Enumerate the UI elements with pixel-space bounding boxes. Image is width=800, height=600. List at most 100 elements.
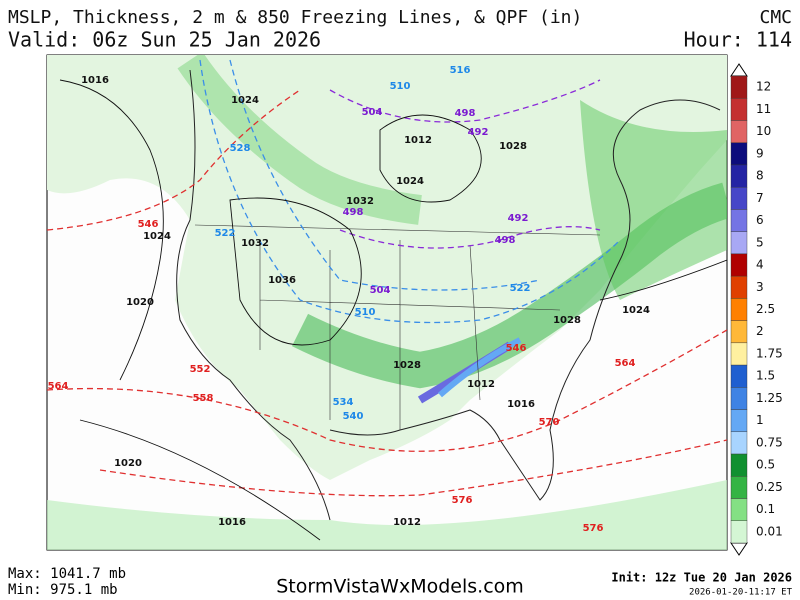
contour-label: 522 [510,283,531,294]
contour-label: 534 [333,397,354,408]
valid-time: Valid: 06z Sun 25 Jan 2026 [8,28,321,52]
colorbar-label: 0.5 [756,458,775,472]
thickness-line [47,89,301,231]
thickness-line [199,59,621,324]
contour-label: 576 [583,523,604,534]
contour-label: 1024 [231,95,259,106]
contour-label: 516 [450,65,471,76]
min-pressure: Min: 975.1 mb [8,582,118,598]
contour-label: 1012 [393,517,421,528]
contour-label: 1032 [241,238,269,249]
colorbar-label: 7 [756,191,764,205]
borders [194,224,601,430]
contour-label: 1012 [404,135,432,146]
isobar [379,114,482,203]
colorbar-label: 2 [756,324,764,338]
contour-label: 1024 [622,305,650,316]
colorbar-label: 11 [756,102,771,116]
contour-label: 522 [215,228,236,239]
contour-label: 576 [452,495,473,506]
colorbar-label: 1.25 [756,391,783,405]
contour-label: 492 [468,127,489,138]
colorbar-swatch [730,320,748,344]
contour-label: 504 [362,107,383,118]
colorbar-swatch [730,476,748,499]
colorbar-swatch [730,298,748,321]
colorbar-swatch [730,142,748,166]
title: MSLP, Thickness, 2 m & 850 Freezing Line… [8,7,582,28]
colorbar-label: 0.1 [756,502,775,516]
colorbar-swatch [730,520,748,544]
colorbar-swatch [730,186,748,210]
colorbar-label: 1 [756,413,764,427]
colorbar-swatch [730,164,748,188]
colorbar-swatch [730,120,748,143]
precip-band [177,55,422,225]
colorbar-swatch [730,431,748,455]
contour-label: 498 [455,108,476,119]
colorbar-label: 0.75 [756,435,783,449]
colorbar-label: 0.25 [756,480,783,494]
contour-label: 1028 [553,315,581,326]
contour-label: 1012 [467,379,495,390]
colorbar-label: 4 [756,258,764,272]
contour-label: 1036 [268,275,296,286]
colorbar-swatch [730,409,748,433]
precip-area [47,55,727,480]
colorbar-label: 5 [756,235,764,249]
colorbar-swatch [730,364,748,388]
forecast-hour: Hour: 114 [684,28,792,52]
colorbar-swatch [730,453,748,477]
colorbar-swatch [730,275,748,299]
timestamp: 2026-01-20-11:17 ET [689,588,793,598]
colorbar-swatch [730,253,748,277]
colorbar-label: 2.5 [756,302,775,316]
colorbar-label: 9 [756,146,764,160]
colorbar-label: 8 [756,169,764,183]
contour-label: 1028 [393,360,421,371]
colorbar-label: 0.01 [756,524,783,538]
contour-label: 1028 [499,141,527,152]
contour-label: 1020 [114,458,142,469]
contour-label: 528 [230,143,251,154]
contour-label: 510 [355,307,376,318]
contour-label: 1032 [346,196,374,207]
coastline [176,69,721,521]
colorbar-arrow [730,542,748,556]
thickness-line [47,329,727,452]
contour-label: 492 [508,213,529,224]
contour-label: 1016 [218,517,246,528]
site-name: StormVistaWxModels.com [276,576,524,598]
contour-label: 546 [506,343,527,354]
contour-label: 552 [190,364,211,375]
contour-label: 1016 [507,399,535,410]
isobar [59,79,164,381]
colorbar-label: 1.5 [756,369,775,383]
colorbar-label: 1.75 [756,346,783,360]
contour-label: 540 [343,411,364,422]
thickness-line [99,439,727,497]
colorbar: 12 11 10 9 8 7 6 5 4 3 2.5 2 1.75 1.5 1.25 1 0.75 0.5 0.25… [730,63,783,556]
contour-label: 498 [343,207,364,218]
contour-label: 504 [370,285,391,296]
thickness-line [339,226,601,249]
colorbar-swatch [730,75,748,99]
max-pressure: Max: 1041.7 mb [8,566,126,582]
contour-label: 564 [615,358,636,369]
colorbar-swatch [730,342,748,366]
thickness-line [329,79,601,123]
isobar [79,419,321,541]
colorbar-label: 12 [756,80,771,94]
thickness-line [229,59,541,291]
colorbar-label: 3 [756,280,764,294]
model: CMC [759,7,792,28]
contour-label: 498 [495,235,516,246]
colorbar-label: 6 [756,213,764,227]
contour-label: 1024 [396,176,424,187]
contour-label: 510 [390,81,411,92]
isobar [599,259,727,301]
colorbar-swatch [730,387,748,410]
contour-label: 546 [138,219,159,230]
colorbar-swatch [730,498,748,521]
